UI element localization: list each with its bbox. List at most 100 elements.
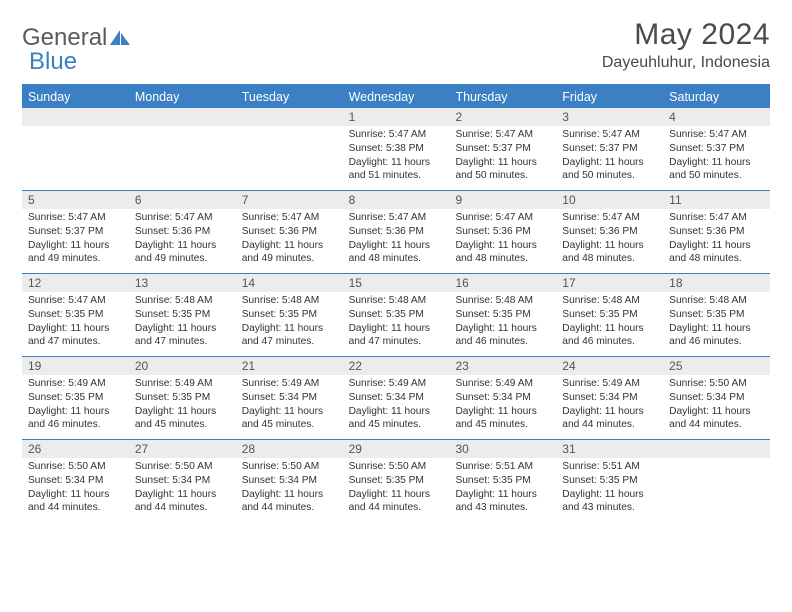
day-cell: 25Sunrise: 5:50 AMSunset: 5:34 PMDayligh… [663,357,770,439]
day-cell: 15 Sunrise: 5:48 AMSunset: 5:35 PMDayligh… [343,274,450,356]
day-body: Sunrise: 5:50 AMSunset: 5:34 PMDaylight:… [663,375,770,436]
sunrise-line: Sunrise: 5:47 AM [28,211,123,225]
day-number: 4 [663,108,770,126]
day-number: 10 [556,191,663,209]
sunrise-line: Sunrise: 5:50 AM [135,460,230,474]
day-body: Sunrise: 5:51 AMSunset: 5:35 PMDaylight:… [556,458,663,519]
day-number: 26 [22,440,129,458]
day-body: Sunrise: 5:47 AMSunset: 5:36 PMDaylight:… [129,209,236,270]
day-cell: 7Sunrise: 5:47 AMSunset: 5:36 PMDaylight… [236,191,343,273]
sunrise-line: Sunrise: 5:47 AM [349,211,444,225]
day-body: Sunrise: 5:47 AMSunset: 5:37 PMDaylight:… [22,209,129,270]
day-cell: 20Sunrise: 5:49 AMSunset: 5:35 PMDayligh… [129,357,236,439]
daylight-line: Daylight: 11 hours and 46 minutes. [562,322,657,350]
day-body: Sunrise: 5:48 AMSunset: 5:35 PMDaylight:… [236,292,343,353]
logo-sail-icon [109,29,131,47]
day-number: 19 [22,357,129,375]
day-cell: 23Sunrise: 5:49 AMSunset: 5:34 PMDayligh… [449,357,556,439]
week-row: 26 Sunrise: 5:50 AMSunset: 5:34 PMDayligh… [22,440,770,522]
day-cell: 12Sunrise: 5:47 AMSunset: 5:35 PMDayligh… [22,274,129,356]
day-number: 31 [556,440,663,458]
day-cell [236,108,343,190]
sunset-line: Sunset: 5:35 PM [349,474,444,488]
day-header: Thursday [449,86,556,108]
day-header: Monday [129,86,236,108]
sunset-line: Sunset: 5:35 PM [562,474,657,488]
day-number [236,108,343,126]
sunset-line: Sunset: 5:36 PM [135,225,230,239]
sunrise-line: Sunrise: 5:48 AM [349,294,444,308]
day-body: Sunrise: 5:48 AMSunset: 5:35 PMDaylight:… [449,292,556,353]
sunset-line: Sunset: 5:38 PM [349,142,444,156]
sunset-line: Sunset: 5:36 PM [669,225,764,239]
day-body: Sunrise: 5:50 AMSunset: 5:34 PMDaylight:… [236,458,343,519]
sunrise-line: Sunrise: 5:49 AM [242,377,337,391]
logo: General [22,18,131,52]
sunset-line: Sunset: 5:34 PM [562,391,657,405]
daylight-line: Daylight: 11 hours and 49 minutes. [242,239,337,267]
daylight-line: Daylight: 11 hours and 48 minutes. [562,239,657,267]
day-body: Sunrise: 5:49 AMSunset: 5:34 PMDaylight:… [236,375,343,436]
sunset-line: Sunset: 5:37 PM [28,225,123,239]
sunrise-line: Sunrise: 5:50 AM [669,377,764,391]
sunset-line: Sunset: 5:35 PM [562,308,657,322]
day-body: Sunrise: 5:47 AMSunset: 5:37 PMDaylight:… [663,126,770,187]
day-cell: 13Sunrise: 5:48 AMSunset: 5:35 PMDayligh… [129,274,236,356]
sunrise-line: Sunrise: 5:50 AM [242,460,337,474]
day-cell: 2Sunrise: 5:47 AMSunset: 5:37 PMDaylight… [449,108,556,190]
sunrise-line: Sunrise: 5:47 AM [28,294,123,308]
day-number: 30 [449,440,556,458]
sunset-line: Sunset: 5:36 PM [242,225,337,239]
day-number: 17 [556,274,663,292]
day-number: 16 [449,274,556,292]
daylight-line: Daylight: 11 hours and 46 minutes. [28,405,123,433]
day-body [663,458,770,464]
sunrise-line: Sunrise: 5:47 AM [562,211,657,225]
day-number: 18 [663,274,770,292]
logo-text-2: Blue [29,48,77,76]
day-number: 14 [236,274,343,292]
day-cell: 21Sunrise: 5:49 AMSunset: 5:34 PMDayligh… [236,357,343,439]
day-cell: 4Sunrise: 5:47 AMSunset: 5:37 PMDaylight… [663,108,770,190]
sunset-line: Sunset: 5:36 PM [562,225,657,239]
sunrise-line: Sunrise: 5:47 AM [562,128,657,142]
day-cell [22,108,129,190]
day-body: Sunrise: 5:47 AMSunset: 5:36 PMDaylight:… [343,209,450,270]
daylight-line: Daylight: 11 hours and 50 minutes. [455,156,550,184]
sunrise-line: Sunrise: 5:50 AM [28,460,123,474]
week-row: 19Sunrise: 5:49 AMSunset: 5:35 PMDayligh… [22,357,770,440]
day-number: 7 [236,191,343,209]
sunset-line: Sunset: 5:35 PM [242,308,337,322]
day-number: 6 [129,191,236,209]
sunset-line: Sunset: 5:35 PM [349,308,444,322]
day-number: 15 [343,274,450,292]
sunset-line: Sunset: 5:37 PM [669,142,764,156]
day-cell: 5Sunrise: 5:47 AMSunset: 5:37 PMDaylight… [22,191,129,273]
day-number: 5 [22,191,129,209]
sunrise-line: Sunrise: 5:51 AM [455,460,550,474]
month-title: May 2024 [602,18,770,52]
sunset-line: Sunset: 5:37 PM [562,142,657,156]
day-body [22,126,129,132]
daylight-line: Daylight: 11 hours and 47 minutes. [349,322,444,350]
week-row: 5Sunrise: 5:47 AMSunset: 5:37 PMDaylight… [22,191,770,274]
sunset-line: Sunset: 5:34 PM [28,474,123,488]
sunset-line: Sunset: 5:35 PM [455,308,550,322]
daylight-line: Daylight: 11 hours and 48 minutes. [349,239,444,267]
day-body: Sunrise: 5:47 AMSunset: 5:38 PMDaylight:… [343,126,450,187]
day-cell: 18Sunrise: 5:48 AMSunset: 5:35 PMDayligh… [663,274,770,356]
day-number: 29 [343,440,450,458]
day-cell: 17Sunrise: 5:48 AMSunset: 5:35 PMDayligh… [556,274,663,356]
day-number: 3 [556,108,663,126]
sunset-line: Sunset: 5:34 PM [349,391,444,405]
day-number: 22 [343,357,450,375]
day-number: 23 [449,357,556,375]
day-body: Sunrise: 5:48 AMSunset: 5:35 PMDaylight:… [663,292,770,353]
daylight-line: Daylight: 11 hours and 46 minutes. [669,322,764,350]
day-cell: 28Sunrise: 5:50 AMSunset: 5:34 PMDayligh… [236,440,343,522]
day-cell: 31Sunrise: 5:51 AMSunset: 5:35 PMDayligh… [556,440,663,522]
week-row: 12Sunrise: 5:47 AMSunset: 5:35 PMDayligh… [22,274,770,357]
sunset-line: Sunset: 5:36 PM [349,225,444,239]
daylight-line: Daylight: 11 hours and 50 minutes. [669,156,764,184]
sunset-line: Sunset: 5:34 PM [455,391,550,405]
